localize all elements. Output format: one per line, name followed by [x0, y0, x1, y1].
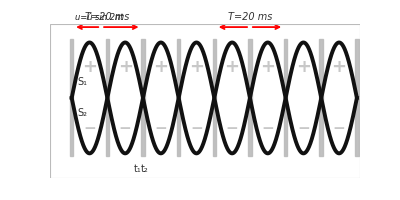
Text: +: + [153, 58, 168, 76]
Text: +: + [118, 58, 133, 76]
Text: t₁: t₁ [134, 164, 142, 174]
Bar [106, 39, 109, 156]
Text: u=û sin 2πt: u=û sin 2πt [75, 13, 123, 22]
Text: −: − [226, 121, 238, 136]
Text: −: − [119, 121, 132, 136]
Text: +: + [296, 58, 311, 76]
Text: +: + [332, 58, 346, 76]
Bar [177, 39, 180, 156]
Text: +: + [82, 58, 97, 76]
Bar [212, 39, 216, 156]
Text: +: + [225, 58, 240, 76]
Text: +: + [189, 58, 204, 76]
Text: −: − [333, 121, 346, 136]
Text: t₂: t₂ [141, 164, 149, 174]
Bar [320, 39, 323, 156]
Bar [70, 39, 74, 156]
Text: S₁: S₁ [78, 77, 88, 87]
Text: −: − [262, 121, 274, 136]
Text: T=20 ms: T=20 ms [85, 12, 130, 22]
Text: +: + [260, 58, 275, 76]
Text: −: − [297, 121, 310, 136]
Bar [355, 39, 359, 156]
Text: S₂: S₂ [78, 108, 88, 118]
Bar [284, 39, 287, 156]
Text: T=20 ms: T=20 ms [228, 12, 272, 22]
Text: −: − [190, 121, 203, 136]
Text: −: − [154, 121, 167, 136]
Bar [248, 39, 252, 156]
Bar [141, 39, 145, 156]
Text: −: − [83, 121, 96, 136]
